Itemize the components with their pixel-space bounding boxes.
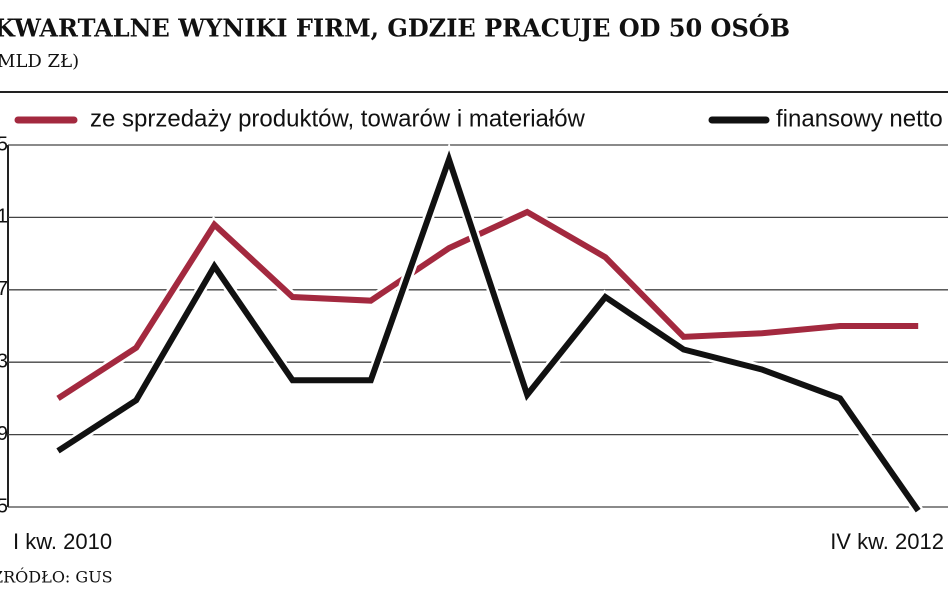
- series-line: [56, 208, 919, 401]
- y-tick-label: 31: [0, 206, 8, 228]
- series-line: [56, 150, 921, 513]
- chart-title: KWARTALNE WYNIKI FIRM, GDZIE PRACUJE OD …: [0, 14, 790, 43]
- legend-label: finansowy netto: [776, 105, 943, 132]
- y-tick-label: 35: [0, 133, 8, 155]
- source: ŹRÓDŁO: GUS: [0, 567, 113, 587]
- y-tick-label: 19: [0, 423, 8, 445]
- legend-label: ze sprzedaży produktów, towarów i materi…: [90, 105, 586, 132]
- y-tick-label: 27: [0, 278, 8, 300]
- y-tick-label: 23: [0, 350, 8, 372]
- chart-subtitle: (MLD ZŁ): [0, 51, 79, 72]
- x-tick-label: I kw. 2010: [13, 529, 112, 554]
- x-tick-label: IV kw. 2012: [830, 529, 944, 554]
- y-tick-label: 15: [0, 495, 8, 517]
